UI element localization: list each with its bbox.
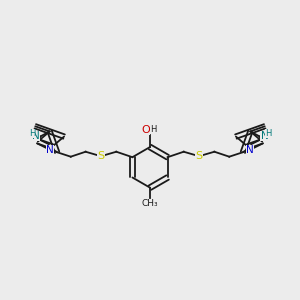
Text: N: N	[261, 131, 268, 141]
Text: S: S	[196, 151, 202, 161]
Text: H: H	[265, 129, 271, 138]
Text: CH₃: CH₃	[142, 199, 158, 208]
Text: S: S	[98, 151, 104, 161]
Text: N: N	[46, 145, 54, 155]
Text: O: O	[141, 125, 150, 135]
Text: H: H	[29, 129, 35, 138]
Text: H: H	[151, 125, 157, 134]
Text: N: N	[32, 131, 39, 141]
Text: N: N	[246, 145, 254, 155]
